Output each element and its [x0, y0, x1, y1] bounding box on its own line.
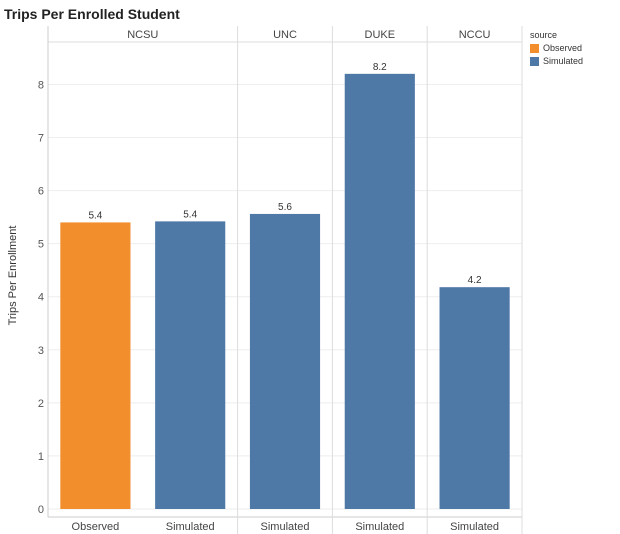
bar — [155, 221, 226, 509]
bar — [60, 222, 131, 509]
legend-swatch-observed — [530, 43, 539, 53]
y-tick-label: 8 — [38, 79, 44, 91]
y-tick-label: 3 — [38, 345, 44, 357]
legend-label-observed: Observed — [543, 43, 583, 53]
x-tick-label: Simulated — [261, 521, 310, 533]
legend-item-simulated[interactable]: Simulated — [530, 55, 618, 67]
y-tick-label: 7 — [38, 133, 44, 145]
panel-header: UNC — [273, 29, 297, 41]
legend-label-simulated: Simulated — [543, 56, 584, 66]
legend-item-observed[interactable]: Observed — [530, 42, 618, 54]
y-tick-label: 4 — [38, 292, 44, 304]
panel-header: NCCU — [459, 29, 491, 41]
x-tick-label: Simulated — [355, 521, 404, 533]
legend: source Observed Simulated — [530, 30, 618, 68]
panel-header: DUKE — [365, 29, 396, 41]
legend-swatch-simulated — [530, 56, 539, 66]
y-tick-label: 2 — [38, 398, 44, 410]
y-tick-label: 1 — [38, 451, 44, 463]
bar-data-label: 4.2 — [468, 275, 482, 286]
bar-data-label: 8.2 — [373, 62, 387, 73]
bar-data-label: 5.4 — [183, 209, 197, 220]
bar-data-label: 5.4 — [88, 210, 102, 221]
bar-data-label: 5.6 — [278, 202, 292, 213]
bar — [344, 73, 415, 509]
bar — [249, 213, 321, 509]
x-tick-label: Simulated — [166, 521, 215, 533]
legend-title: source — [530, 30, 558, 40]
x-tick-label: Observed — [72, 521, 120, 533]
bar — [439, 287, 510, 509]
y-axis-title: Trips Per Enrollment — [7, 226, 19, 326]
y-tick-label: 5 — [38, 239, 44, 251]
chart-title: Trips Per Enrolled Student — [4, 6, 180, 22]
panel-header: NCSU — [127, 29, 158, 41]
y-tick-label: 6 — [38, 186, 44, 198]
x-tick-label: Simulated — [450, 521, 499, 533]
y-tick-label: 0 — [38, 504, 44, 516]
